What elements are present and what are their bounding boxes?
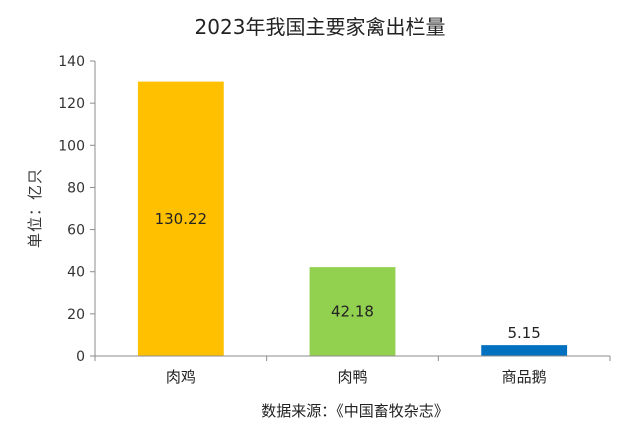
x-category-label: 肉鸭 (337, 368, 367, 386)
y-tick-label: 40 (67, 265, 85, 281)
bar-3 (481, 345, 568, 356)
data-label: 130.22 (155, 210, 208, 228)
y-tick-label: 0 (76, 349, 85, 365)
y-tick-label: 140 (58, 54, 85, 70)
x-category-label: 肉鸡 (166, 368, 196, 386)
y-axis: 0 20 40 60 80 100 120 140 (58, 54, 96, 365)
y-axis-label: 单位：亿只 (26, 168, 44, 248)
y-tick-label: 20 (67, 307, 85, 323)
y-tick-label: 120 (58, 96, 85, 112)
source-note: 数据来源：《中国畜牧杂志》 (261, 402, 449, 420)
y-tick-label: 80 (67, 180, 85, 196)
y-tick-label: 60 (67, 223, 85, 239)
y-tick-label: 100 (58, 138, 85, 154)
x-category-label: 商品鹅 (502, 368, 547, 386)
data-label: 42.18 (331, 303, 374, 321)
x-axis: 肉鸡 肉鸭 商品鹅 (94, 355, 611, 386)
bars-group: 130.22 42.18 5.15 (137, 81, 568, 357)
data-label: 5.15 (507, 324, 540, 342)
chart-title: 2023年我国主要家禽出栏量 (195, 15, 446, 39)
bar-1 (137, 81, 224, 357)
bar-2 (309, 267, 396, 356)
